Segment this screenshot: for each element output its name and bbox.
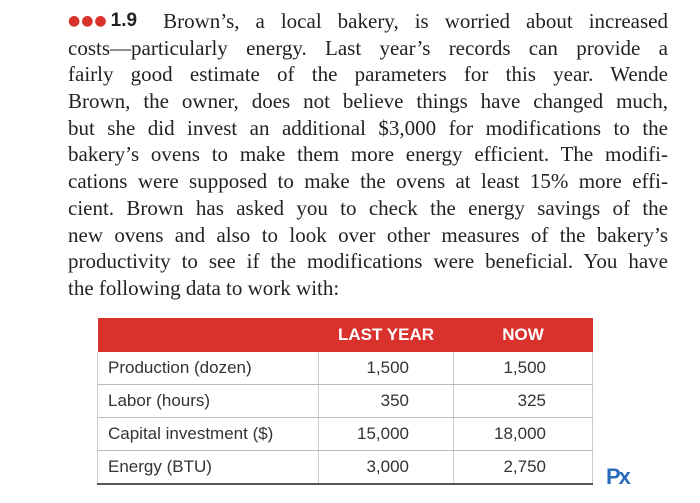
logo: Px xyxy=(606,464,631,489)
difficulty-dots: ●●● xyxy=(68,13,108,29)
text-line: cient. Brown has asked you to check the … xyxy=(68,195,668,220)
label-cell: Production (dozen) xyxy=(97,352,319,385)
problem-text: ●●● 1.9 Brown’s, a local bakery, is worrie… xyxy=(68,8,668,302)
table-row: Labor (hours) 350 325 xyxy=(97,384,593,418)
value-cell: 350 xyxy=(318,384,454,418)
problem-number: 1.9 xyxy=(110,10,138,31)
text-line: fairly good estimate of the parameters f… xyxy=(68,62,668,87)
header-cell: LAST YEAR xyxy=(318,318,454,352)
table-row: Energy (BTU) 3,000 2,750 xyxy=(97,450,593,485)
label-cell: Energy (BTU) xyxy=(97,450,319,485)
header-cell xyxy=(97,318,319,352)
value-cell: 325 xyxy=(453,384,593,418)
table-row: Production (dozen) 1,500 1,500 xyxy=(97,352,593,385)
text-line: costs—particularly energy. Last year’s r… xyxy=(68,35,668,60)
header-cell: NOW xyxy=(453,318,593,352)
value-cell: 18,000 xyxy=(453,417,593,451)
text-line: ●●● 1.9 Brown’s, a local bakery, is worrie… xyxy=(68,8,668,35)
header-row: LAST YEAR NOW xyxy=(97,318,593,352)
label-cell: Capital investment ($) xyxy=(97,417,319,451)
text-line: cations were supposed to make the ovens … xyxy=(68,169,668,194)
text-line: Brown, the owner, does not believe thing… xyxy=(68,89,668,114)
data-table: LAST YEAR NOW Production (dozen) 1,500 1,500… xyxy=(97,318,593,485)
value-cell: 1,500 xyxy=(318,352,454,385)
text-line: the following data to work with: xyxy=(68,275,340,300)
value-cell: 15,000 xyxy=(318,417,454,451)
text-line: productivity to see if the modifications… xyxy=(68,249,668,274)
value-cell: 1,500 xyxy=(453,352,593,385)
label-cell: Labor (hours) xyxy=(97,384,319,418)
value-cell: 2,750 xyxy=(453,450,593,485)
value-cell: 3,000 xyxy=(318,450,454,485)
text-line: new ovens and also to look over other me… xyxy=(68,222,668,247)
table-row: Capital investment ($) 15,000 18,000 xyxy=(97,417,593,451)
text-line: but she did invest an additional $3,000 … xyxy=(68,115,668,140)
text-line: Brown’s, a local bakery, is worried abou… xyxy=(163,9,668,33)
text-line: bakery’s ovens to make them more energy … xyxy=(68,142,668,167)
